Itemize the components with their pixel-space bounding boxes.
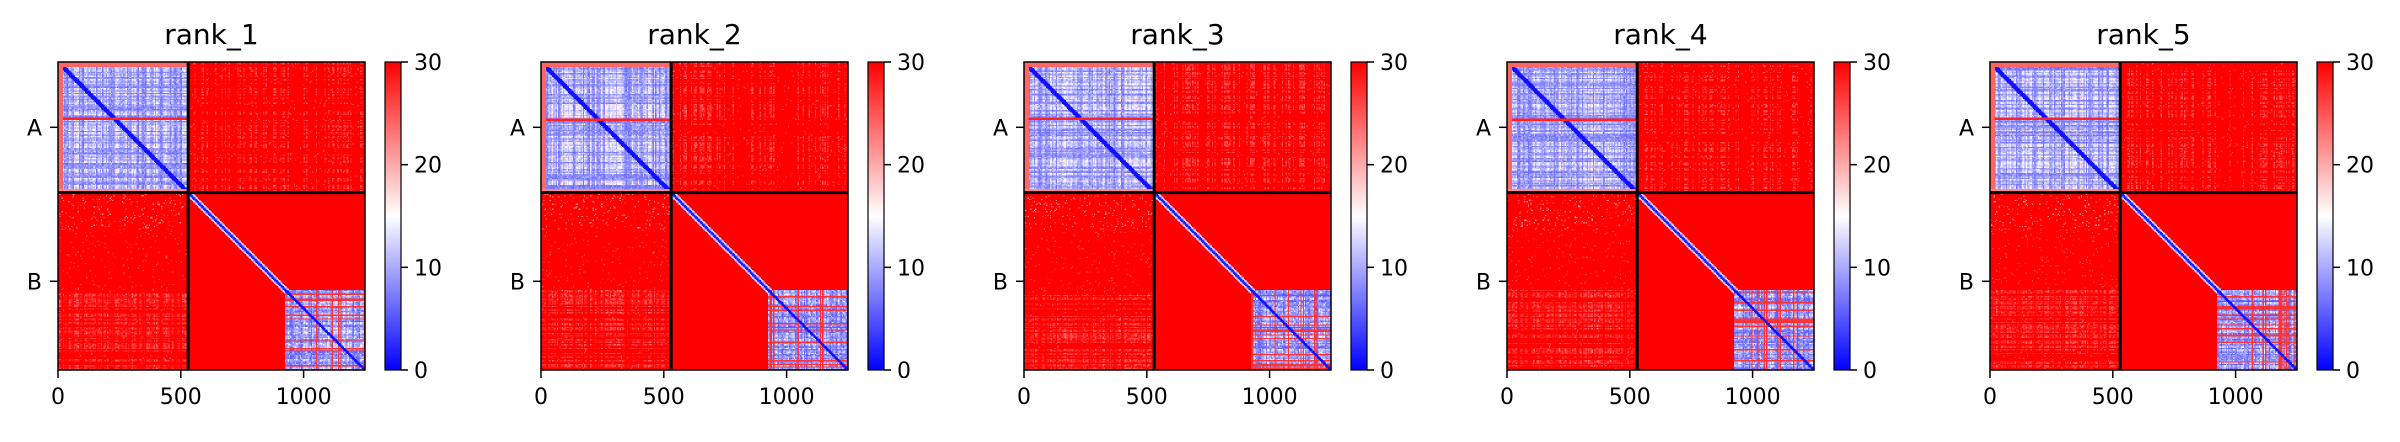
colorbar-tick-label: 10	[414, 256, 442, 281]
colorbar-tick-label: 20	[1380, 154, 1408, 179]
colorbar-tick-label: 0	[2346, 359, 2360, 384]
x-tick-label: 0	[1017, 385, 1031, 410]
x-tick-label: 0	[534, 385, 548, 410]
colorbar-tick-label: 0	[1863, 359, 1877, 384]
plot-frame	[1989, 61, 2298, 371]
x-tick-label: 500	[160, 385, 202, 410]
chart-panel-4: rank_4 0 500 1000 A B 0 10 20 30	[1476, 18, 1891, 410]
panel-title: rank_1	[164, 18, 258, 51]
x-tick-label: 1000	[759, 385, 815, 410]
x-tick-label: 1000	[2208, 385, 2264, 410]
colorbar	[867, 61, 885, 371]
chain-label-b: B	[1959, 270, 1974, 295]
chain-label-b: B	[27, 270, 42, 295]
chain-label-b: B	[1476, 270, 1491, 295]
plot-frame	[57, 61, 366, 371]
colorbar	[1833, 61, 1851, 371]
colorbar	[2316, 61, 2334, 371]
colorbar-tick-label: 20	[1863, 154, 1891, 179]
x-tick-label: 0	[1983, 385, 1997, 410]
colorbar-tick-label: 20	[2346, 154, 2374, 179]
x-tick-label: 0	[1500, 385, 1514, 410]
colorbar-tick-label: 20	[414, 154, 442, 179]
panel-title: rank_3	[1130, 18, 1224, 51]
colorbar-tick-label: 30	[1380, 51, 1408, 76]
colorbar-tick-label: 30	[414, 51, 442, 76]
x-tick-label: 500	[1609, 385, 1651, 410]
chain-label-a: A	[27, 116, 42, 141]
panel-title: rank_4	[1613, 18, 1707, 51]
plot-frame	[1506, 61, 1815, 371]
panel-title: rank_5	[2096, 18, 2190, 51]
colorbar-tick-label: 30	[2346, 51, 2374, 76]
chain-label-a: A	[1959, 116, 1974, 141]
chart-panel-2: rank_2 0 500 1000 A B 0 10 20 30	[510, 18, 925, 410]
x-tick-label: 1000	[1725, 385, 1781, 410]
chart-panel-5: rank_5 0 500 1000 A B 0 10 20 30	[1959, 18, 2374, 410]
chain-label-a: A	[993, 116, 1008, 141]
colorbar	[384, 61, 402, 371]
x-tick-label: 0	[51, 385, 65, 410]
heatmap-image	[1507, 62, 1814, 370]
colorbar	[1350, 61, 1368, 371]
chain-label-b: B	[993, 270, 1008, 295]
chain-label-a: A	[1476, 116, 1491, 141]
x-tick-label: 500	[643, 385, 685, 410]
colorbar-tick-label: 0	[897, 359, 911, 384]
chart-panel-1: rank_1 0 500 1000 A B 0 10 20 30	[27, 18, 442, 410]
colorbar-tick-label: 10	[2346, 256, 2374, 281]
x-tick-label: 500	[1126, 385, 1168, 410]
colorbar-tick-label: 10	[1380, 256, 1408, 281]
panel-title: rank_2	[647, 18, 741, 51]
plot-frame	[540, 61, 849, 371]
colorbar-tick-label: 20	[897, 154, 925, 179]
x-tick-label: 1000	[276, 385, 332, 410]
colorbar-tick-label: 10	[1863, 256, 1891, 281]
heatmap-image	[1990, 62, 2297, 370]
colorbar-tick-label: 30	[897, 51, 925, 76]
heatmap-image	[541, 62, 848, 370]
plot-frame	[1023, 61, 1332, 371]
heatmap-image	[58, 62, 365, 370]
x-tick-label: 500	[2092, 385, 2134, 410]
heatmap-image	[1024, 62, 1331, 370]
x-tick-label: 1000	[1242, 385, 1298, 410]
chart-panel-3: rank_3 0 500 1000 A B 0 10 20 30	[993, 18, 1408, 410]
colorbar-tick-label: 30	[1863, 51, 1891, 76]
colorbar-tick-label: 0	[414, 359, 428, 384]
chain-label-a: A	[510, 116, 525, 141]
chain-label-b: B	[510, 270, 525, 295]
colorbar-tick-label: 0	[1380, 359, 1394, 384]
colorbar-tick-label: 10	[897, 256, 925, 281]
